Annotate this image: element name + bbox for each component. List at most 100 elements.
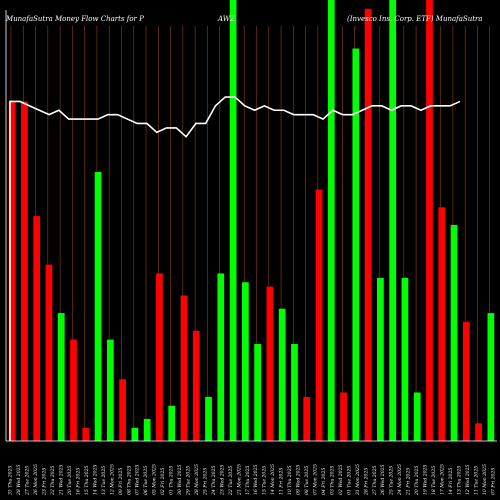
x-tick-label: 14 Fri 2025 [448,468,454,495]
x-tick-label: 15 Tue 2025 [262,466,268,495]
money-flow-bar-up [131,427,139,441]
x-tick-label: 31 Thu 2025 [8,465,14,495]
x-tick-label: 31 Mon 2025 [355,464,361,495]
x-tick-label: 28 Mon 2025 [194,464,200,496]
x-tick-label: 06 Tue 2025 [143,466,149,495]
x-tick-label: 01 Tue 2025 [346,466,352,495]
x-tick-label: 17 Mon 2025 [439,464,445,495]
x-tick-label: 21 Mon 2025 [236,464,242,496]
x-tick-label: 04 Fri 2025 [321,468,327,495]
x-tick-label: 28 Fri 2025 [363,468,369,496]
x-tick-label: 09 Fri 2025 [118,468,124,495]
money-flow-bar-down [438,207,446,441]
money-flow-bar-up [450,224,458,441]
x-tick-label: 11 Tue 2025 [473,466,479,495]
x-tick-label: 19 Wed 2025 [423,464,429,495]
money-flow-bar-down [303,396,311,441]
money-flow-bar-up [327,0,335,441]
x-tick-label: 24 Mon 2025 [397,464,403,496]
x-tick-label: 22 Tue 2025 [228,466,234,496]
money-flow-bars [8,0,495,442]
money-flow-bar-down [475,423,482,441]
money-flow-bar-down [462,321,470,441]
money-flow-bar-up [217,273,225,441]
x-tick-label: 21 Wed 2025 [59,464,65,496]
x-tick-label: 27 Thu 2025 [372,465,378,496]
chart-title-left: MunafaSutra Money Flow Charts for P [5,15,144,23]
x-tick-label: 07 Wed 2025 [135,464,141,495]
money-flow-bar-down [426,0,433,441]
x-tick-label: 26 Mon 2025 [33,464,39,496]
money-flow-bar-down [266,286,274,441]
money-flow-bar-up [401,277,409,441]
x-axis-tick-labels: 31 Thu 2025 28 Wed 2025 27 Tue 2025 26 Mon … [8,464,497,496]
money-flow-bar-down [340,392,347,441]
money-flow-bar-down [8,101,16,442]
x-tick-label: 07 Mon 2025 [312,464,318,495]
money-flow-bar-down [70,339,77,441]
money-flow-bar-up [389,0,397,441]
x-tick-label: 23 Wed 2025 [219,464,225,496]
x-tick-label: 16 Wed 2025 [253,464,259,495]
money-flow-bar-up [278,308,286,441]
money-flow-bar-up [168,405,176,441]
x-tick-label: 18 Tue 2025 [431,466,437,495]
x-tick-label: 17 Thu 2025 [245,465,251,495]
x-tick-label: 07 Fri 2025 [490,468,496,495]
chart-title-right: (Invesco Ins. Corp. ETF) MunafaSutra [347,15,483,23]
x-tick-label: 15 Thu 2025 [84,465,90,495]
money-flow-bar-down [119,379,126,441]
money-flow-bar-up [57,313,65,441]
x-tick-label: 22 Thu 2025 [50,465,56,496]
x-tick-label: 25 Fri 2025 [202,468,208,496]
money-flow-bar-down [21,101,28,442]
money-flow-bar-up [291,343,298,441]
x-tick-label: 11 Fri 2025 [279,468,285,495]
x-tick-label: 20 Thu 2025 [414,465,420,496]
x-tick-label: 28 Wed 2025 [16,464,22,496]
money-flow-bar-down [364,8,372,441]
x-tick-label: 16 Fri 2025 [75,468,81,495]
x-tick-label: 01 Thu 2025 [169,465,175,495]
x-tick-label: 05 Mon 2025 [152,464,158,495]
x-tick-label: 25 Tue 2025 [389,466,395,496]
money-flow-bar-down [192,330,200,441]
x-tick-label: 21 Fri 2025 [406,468,412,496]
x-tick-label: 10 Thu 2025 [287,465,293,495]
x-tick-label: 27 Tue 2025 [25,466,31,496]
money-flow-trend-line [9,96,461,441]
x-tick-label: 20 Tue 2025 [67,466,73,496]
x-tick-label: 08 Thu 2025 [126,465,132,495]
money-flow-bar-up [413,392,421,441]
money-flow-bar-down [315,189,323,441]
money-flow-bar-down [33,216,41,441]
money-flow-bar-up [94,171,102,442]
money-flow-bar-down [45,264,53,441]
x-tick-label: 02 Fri 2025 [160,468,166,495]
x-tick-label: 13 Tue 2025 [101,466,107,495]
money-flow-bar-up [487,313,495,441]
money-flow-bar-up [377,277,384,441]
x-tick-label: 03 Thu 2025 [329,465,335,495]
money-flow-bar-up [241,282,249,441]
x-tick-label: 02 Wed 2025 [338,464,344,495]
x-tick-label: 29 Tue 2025 [186,466,192,496]
money-flow-bar-up [106,339,114,441]
money-flow-bar-up [254,343,262,441]
x-tick-label: 08 Tue 2025 [304,466,310,495]
money-flow-bar-up [229,0,237,441]
x-tick-label: 24 Thu 2025 [211,465,217,496]
money-flow-bar-down [82,427,90,441]
chart-title-ticker: AWZ [217,15,235,23]
x-tick-label: 12 Wed 2025 [465,464,471,495]
money-flow-bar-up [205,396,212,441]
x-tick-label: 12 Mon 2025 [109,464,115,495]
x-tick-label: 14 Mon 2025 [270,464,276,495]
x-tick-label: 30 Wed 2025 [177,464,183,495]
money-flow-bar-down [180,295,188,441]
x-tick-label: 26 Wed 2025 [380,464,386,496]
x-tick-label: 13 Thu 2025 [456,465,462,495]
x-tick-label: 23 Fri 2025 [42,468,48,496]
